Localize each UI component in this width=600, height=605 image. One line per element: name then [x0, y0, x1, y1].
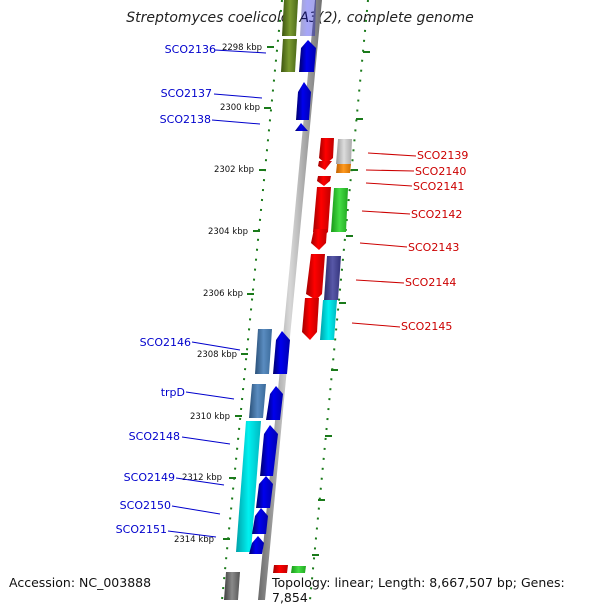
gene-feature[interactable]	[311, 229, 327, 250]
scale-label: 2312 kbp	[182, 473, 222, 483]
gene-feature[interactable]	[320, 300, 337, 340]
gene-feature[interactable]	[249, 536, 264, 554]
left-leader-lines	[167, 49, 267, 538]
gene-label[interactable]: SCO2143	[408, 241, 459, 254]
scale-label: 2300 kbp	[220, 103, 260, 113]
scale-label: 2306 kbp	[203, 289, 243, 299]
gene-feature[interactable]	[336, 164, 351, 173]
right-strand-features	[273, 138, 352, 573]
right-leader-lines	[351, 152, 417, 328]
gene-feature[interactable]	[324, 256, 341, 300]
topology-summary: Topology: linear; Length: 8,667,507 bp; …	[272, 575, 565, 605]
leader-line	[367, 152, 417, 157]
gene-label[interactable]: SCO2141	[413, 180, 464, 193]
gene-feature[interactable]	[282, 0, 298, 36]
leader-line	[175, 477, 225, 486]
gene-feature[interactable]	[255, 329, 272, 374]
leader-line	[351, 322, 401, 328]
gene-feature[interactable]	[236, 421, 261, 552]
gene-feature[interactable]	[256, 476, 273, 508]
gene-label[interactable]: SCO2137	[161, 87, 212, 100]
gene-feature[interactable]	[249, 384, 266, 418]
leader-line	[355, 279, 405, 284]
scale-label: 2304 kbp	[208, 227, 248, 237]
gene-feature[interactable]	[266, 386, 283, 420]
gene-feature[interactable]	[300, 0, 316, 36]
scale-label: 2314 kbp	[174, 535, 214, 545]
leader-line	[167, 530, 217, 538]
gene-label[interactable]: SCO2138	[160, 113, 211, 126]
scale-label: 2308 kbp	[197, 350, 237, 360]
left-gene-labels: SCO2136 SCO2137 SCO2138 SCO2146 trpD SCO…	[116, 43, 216, 536]
right-dotted-boundary	[309, 0, 369, 600]
gene-feature[interactable]	[291, 566, 306, 573]
gene-label[interactable]: SCO2144	[405, 276, 456, 289]
gene-feature[interactable]	[319, 138, 334, 164]
gene-feature[interactable]	[299, 40, 316, 72]
leader-line	[213, 93, 263, 99]
gene-feature[interactable]	[295, 123, 308, 131]
leader-line	[361, 210, 411, 215]
gene-label[interactable]: trpD	[161, 386, 185, 399]
gene-feature[interactable]	[302, 298, 319, 340]
scale-label: 2310 kbp	[190, 412, 230, 422]
genome-title: Streptomyces coelicolor A3(2), complete …	[126, 10, 474, 26]
gene-feature[interactable]	[260, 425, 278, 476]
leader-line	[365, 182, 413, 187]
scale-labels: 2298 kbp 2300 kbp 2302 kbp 2304 kbp 2306…	[174, 43, 262, 545]
scale-label: 2302 kbp	[214, 165, 254, 175]
leader-line	[211, 119, 261, 125]
gene-label[interactable]: SCO2148	[129, 430, 180, 443]
gene-feature[interactable]	[273, 331, 290, 374]
leader-line	[359, 242, 408, 248]
gene-feature[interactable]	[224, 572, 240, 600]
gene-label[interactable]: SCO2151	[116, 523, 167, 536]
gene-label[interactable]: SCO2136	[165, 43, 216, 56]
leader-line	[191, 341, 241, 351]
gene-feature[interactable]	[313, 187, 331, 238]
gene-feature[interactable]	[317, 176, 331, 186]
leader-line	[214, 49, 267, 54]
gene-feature[interactable]	[252, 508, 268, 534]
gene-label[interactable]: SCO2142	[411, 208, 462, 221]
gene-feature[interactable]	[281, 39, 297, 72]
gene-label[interactable]: SCO2139	[417, 149, 468, 162]
leader-line	[181, 436, 231, 445]
gene-feature[interactable]	[273, 565, 288, 573]
gene-feature[interactable]	[296, 82, 311, 120]
scale-label: 2298 kbp	[222, 43, 262, 53]
gene-label[interactable]: SCO2146	[140, 336, 191, 349]
gene-feature[interactable]	[306, 254, 325, 300]
accession-label: Accession: NC_003888	[9, 575, 152, 590]
leader-line	[365, 169, 415, 172]
gene-label[interactable]: SCO2145	[401, 320, 452, 333]
leader-line	[185, 391, 235, 400]
leader-line	[171, 505, 221, 515]
gene-label[interactable]: SCO2149	[124, 471, 175, 484]
right-gene-labels: SCO2139 SCO2140 SCO2141 SCO2142 SCO2143 …	[401, 149, 468, 333]
gene-label[interactable]: SCO2150	[120, 499, 171, 512]
gene-feature[interactable]	[331, 188, 348, 232]
gene-label[interactable]: SCO2140	[415, 165, 466, 178]
scale-ticks	[223, 46, 370, 556]
gene-feature[interactable]	[318, 161, 332, 170]
gene-feature[interactable]	[336, 139, 352, 164]
left-strand-features	[224, 0, 316, 600]
left-dotted-ruler	[221, 0, 283, 600]
